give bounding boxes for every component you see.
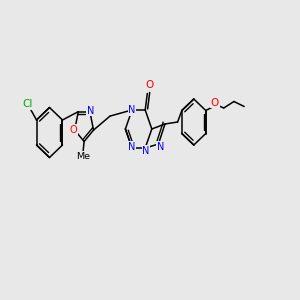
Text: N: N bbox=[157, 142, 164, 152]
Text: O: O bbox=[145, 80, 153, 90]
Text: N: N bbox=[128, 105, 136, 115]
Text: O: O bbox=[70, 125, 77, 135]
Text: N: N bbox=[87, 106, 94, 116]
Text: O: O bbox=[211, 98, 219, 107]
Text: Me: Me bbox=[76, 152, 90, 161]
Text: Cl: Cl bbox=[22, 99, 33, 109]
Text: N: N bbox=[142, 146, 150, 156]
Text: N: N bbox=[128, 142, 135, 152]
